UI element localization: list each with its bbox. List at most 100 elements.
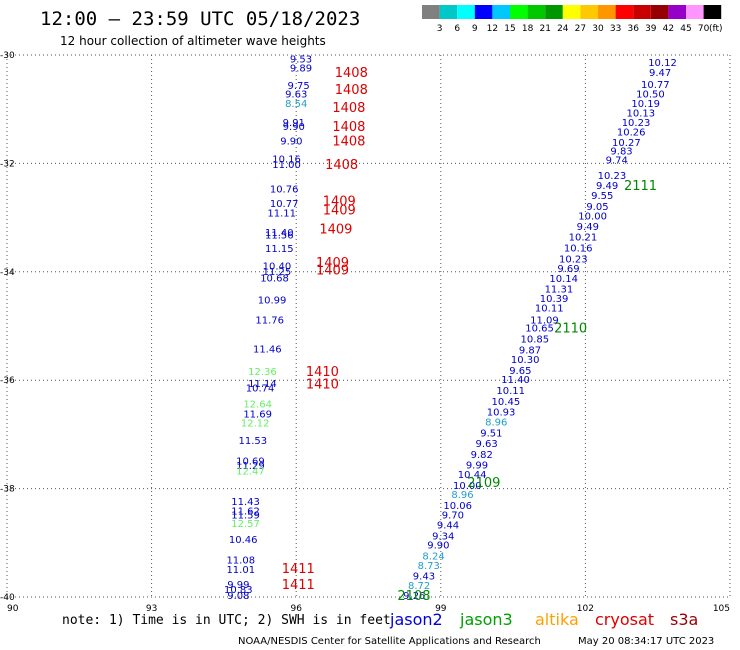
pass-label: 1411 — [282, 562, 315, 577]
colorbar-swatch — [598, 5, 616, 19]
wave-height-value: 11.29 — [236, 461, 265, 472]
wave-height-value: 10.65 — [525, 324, 554, 335]
wave-height-value: 9.75 — [287, 81, 309, 92]
wave-height-value: 9.63 — [475, 439, 497, 450]
wave-height-value: 10.27 — [612, 138, 641, 149]
pass-label: 1409 — [316, 256, 349, 271]
wave-height-value: 11.01 — [226, 565, 255, 576]
wave-height-value: 9.47 — [649, 68, 671, 79]
wave-height-value: 10.21 — [569, 233, 598, 244]
colorbar-swatch — [615, 5, 634, 19]
colorbar-label: 9 — [472, 24, 478, 34]
pass-label: 2110 — [554, 322, 587, 337]
wave-height-points: 9.539.899.759.638.549.919.909.9010.1611.… — [224, 54, 677, 602]
wave-height-value: 9.99 — [466, 460, 488, 471]
satellite-legend: jason2 jason3 altika cryosat s3a — [389, 610, 698, 629]
wave-height-value: 10.19 — [631, 99, 660, 110]
x-tick-label: 105 — [713, 604, 730, 614]
pass-label: 2109 — [467, 476, 500, 491]
colorbar-label: 21 — [539, 24, 550, 34]
pass-label: 1409 — [316, 264, 349, 279]
colorbar-label: 33 — [610, 24, 621, 34]
pass-label: 1408 — [332, 120, 365, 135]
wave-height-value: 9.08 — [227, 591, 249, 602]
wave-height-value: 8.72 — [408, 581, 430, 592]
colorbar-label: 15 — [504, 24, 515, 34]
wave-height-value: 10.68 — [260, 273, 289, 284]
wave-height-value: 10.99 — [258, 296, 287, 307]
wave-height-value: 10.16 — [272, 155, 301, 166]
x-tick-label: 99 — [435, 604, 447, 614]
pass-label: 1410 — [306, 378, 339, 393]
footer-timestamp: May 20 08:34:17 UTC 2023 — [578, 636, 714, 647]
wave-height-value: 10.12 — [648, 58, 677, 69]
wave-height-value: 9.34 — [432, 531, 454, 542]
wave-height-value: 11.62 — [231, 506, 260, 517]
plot-grid — [6, 54, 731, 598]
wave-height-value: 10.23 — [559, 254, 588, 265]
colorbar-swatch — [457, 5, 475, 19]
colorbar-label: 30 — [592, 24, 604, 34]
colorbar-swatch — [545, 5, 563, 19]
wave-height-value: 9.44 — [437, 520, 459, 531]
wave-height-value: 8.96 — [451, 490, 473, 501]
wave-height-value: 9.90 — [283, 122, 305, 133]
colorbar-swatch — [422, 5, 440, 19]
wave-height-value: 9.43 — [413, 571, 435, 582]
x-tick-label: 90 — [7, 604, 19, 614]
wave-height-value: 9.83 — [610, 146, 632, 157]
wave-height-value: 8.24 — [422, 551, 444, 562]
wave-height-value: 11.53 — [238, 436, 267, 447]
satellite-legend-item: altika — [535, 610, 579, 629]
pass-label: 2108 — [397, 589, 430, 604]
wave-height-value: 10.77 — [641, 80, 670, 91]
colorbar-swatch — [474, 5, 493, 19]
wave-height-value: 9.87 — [519, 345, 541, 356]
wave-height-value: 10.76 — [270, 184, 299, 195]
wave-height-value: 10.14 — [549, 274, 578, 285]
wave-height-value: 10.93 — [487, 408, 516, 419]
wave-height-value: 10.40 — [263, 261, 292, 272]
wave-height-value: 10.74 — [246, 383, 275, 394]
wave-height-value: 11.43 — [231, 497, 260, 508]
wave-height-value: 10.69 — [236, 457, 265, 468]
wave-height-value: 10.44 — [458, 470, 487, 481]
x-tick-label: 93 — [146, 604, 157, 614]
wave-height-value: 11.00 — [272, 160, 301, 171]
chart-title: 12:00 – 23:59 UTC 05/18/2023 — [40, 8, 360, 30]
footer-credit: NOAA/NESDIS Center for Satellite Applica… — [238, 636, 541, 647]
wave-height-value: 9.69 — [557, 264, 579, 275]
colorbar-swatch — [668, 5, 686, 19]
wave-height-value: 12.47 — [236, 466, 265, 477]
wave-height-value: 10.50 — [636, 90, 665, 101]
wave-height-value: 10.45 — [492, 397, 521, 408]
pass-label: 1409 — [323, 194, 356, 209]
wave-height-value: 11.59 — [231, 511, 260, 522]
wave-height-value: 9.65 — [509, 366, 531, 377]
wave-height-value: 9.99 — [227, 580, 249, 591]
colorbar-swatch — [439, 5, 458, 19]
wave-height-value: 9.89 — [290, 64, 312, 75]
wave-height-value: 12.12 — [241, 419, 270, 430]
wave-height-value: 10.11 — [535, 304, 564, 315]
colorbar-unit: (ft) — [709, 24, 723, 34]
wave-height-value: 11.31 — [545, 285, 574, 296]
wave-height-value: 10.85 — [520, 335, 549, 346]
wave-height-value: 11.15 — [265, 244, 294, 255]
wave-height-value: 9.91 — [283, 118, 305, 129]
wave-height-value: 9.49 — [596, 181, 618, 192]
x-tick-label: 96 — [290, 604, 302, 614]
colorbar-label: 27 — [575, 24, 586, 34]
colorbar-label: 18 — [522, 24, 534, 34]
pass-labels: 1408140814081408140814081409140914091409… — [282, 66, 657, 604]
y-tick-label: -38 — [0, 485, 15, 495]
colorbar-label: 45 — [680, 24, 691, 34]
wave-height-value: 11.25 — [263, 267, 292, 278]
pass-label: 1411 — [282, 578, 315, 593]
wave-height-value: 10.83 — [224, 585, 253, 596]
colorbar-label: 3 — [437, 24, 443, 34]
satellite-legend-item: jason2 — [389, 610, 443, 629]
pass-label: 1408 — [335, 66, 368, 81]
y-tick-label: -36 — [0, 376, 15, 386]
wave-height-value: 10.23 — [598, 171, 627, 182]
